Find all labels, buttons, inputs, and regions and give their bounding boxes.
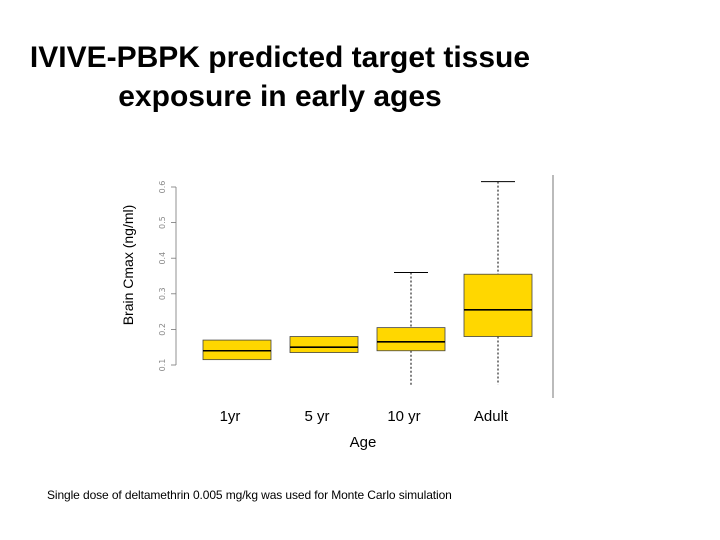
box-plot: Brain Cmax (ng/ml) 0.1 0.2 0.3 0.4 0.5 0.6 1y… <box>120 175 554 451</box>
x-axis-label: Age <box>350 434 377 451</box>
y-tick-label: 0.5 <box>158 216 167 229</box>
box-1yr <box>202 339 272 361</box>
box-iqr <box>376 327 446 352</box>
box-iqr <box>463 273 533 337</box>
slide-title-line2: exposure in early ages <box>118 80 442 113</box>
y-tick-label: 0.4 <box>158 252 167 265</box>
box-adult <box>463 181 533 385</box>
slide-title-line1: IVIVE-PBPK predicted target tissue <box>29 41 531 74</box>
x-tick-label: 10 yr <box>387 408 420 425</box>
y-axis: 0.1 0.2 0.3 0.4 0.5 0.6 <box>158 175 554 398</box>
y-tick-label: 0.3 <box>158 287 167 300</box>
box-iqr <box>202 339 272 361</box>
y-axis-label: Brain Cmax (ng/ml) <box>120 205 136 326</box>
x-tick-label: Adult <box>474 408 509 425</box>
x-axis: 1yr 5 yr 10 yr Adult <box>220 408 509 425</box>
y-tick-label: 0.2 <box>158 323 167 336</box>
box-iqr <box>289 336 359 353</box>
y-tick-label: 0.6 <box>158 181 167 194</box>
box-10yr <box>376 271 446 387</box>
x-tick-label: 1yr <box>220 408 241 425</box>
box-5yr <box>289 336 359 353</box>
x-tick-label: 5 yr <box>304 408 329 425</box>
y-tick-label: 0.1 <box>158 359 167 372</box>
box-series <box>202 181 533 387</box>
slide-title: IVIVE-PBPK predicted target tissue expos… <box>0 38 560 116</box>
footnote: Single dose of deltamethrin 0.005 mg/kg … <box>47 488 452 502</box>
